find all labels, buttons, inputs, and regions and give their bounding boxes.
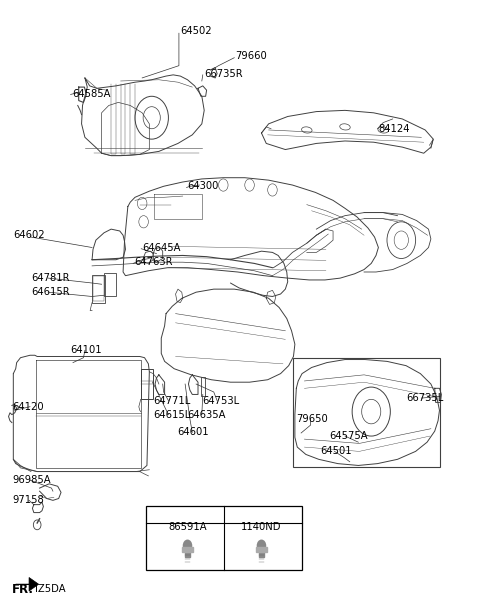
Text: 64585A: 64585A [72, 89, 110, 100]
Text: 64635A: 64635A [188, 410, 226, 419]
Text: 96985A: 96985A [12, 475, 50, 485]
Bar [293, 358, 441, 467]
Bar [145, 507, 302, 569]
Text: 64615L: 64615L [153, 410, 191, 419]
Bar [141, 369, 153, 399]
Text: 64101: 64101 [71, 346, 102, 355]
Text: 66735R: 66735R [204, 69, 243, 79]
Bar [185, 543, 190, 557]
Bar [259, 543, 264, 557]
Text: 64645A: 64645A [142, 242, 180, 253]
Text: 64501: 64501 [320, 446, 352, 456]
Circle shape [257, 539, 266, 552]
Bar [256, 547, 267, 552]
Text: 64781R: 64781R [31, 273, 70, 283]
Text: 64502: 64502 [180, 26, 212, 36]
Text: 64753L: 64753L [202, 395, 239, 405]
Text: 64602: 64602 [13, 230, 45, 240]
Text: 64120: 64120 [12, 402, 44, 411]
Text: 79650: 79650 [296, 414, 328, 424]
Bar [201, 376, 204, 396]
Bar [182, 547, 193, 552]
Text: 86591A: 86591A [168, 522, 207, 532]
FancyArrow shape [16, 577, 38, 591]
Text: 64615R: 64615R [31, 287, 70, 297]
Text: 64771L: 64771L [153, 395, 191, 405]
Text: IZ5DA: IZ5DA [35, 584, 65, 594]
Circle shape [183, 539, 192, 552]
Bar [93, 276, 105, 301]
Bar [104, 273, 116, 296]
Text: 66735L: 66735L [406, 393, 444, 403]
Text: 64763R: 64763R [134, 257, 172, 267]
Bar [92, 275, 106, 303]
Text: FR.: FR. [12, 582, 34, 595]
Text: 64575A: 64575A [330, 431, 368, 441]
Text: 1140ND: 1140ND [241, 522, 282, 532]
Text: 64300: 64300 [188, 181, 219, 191]
Text: 97158: 97158 [12, 495, 44, 506]
Text: 84124: 84124 [378, 124, 410, 133]
Text: 64601: 64601 [177, 427, 209, 437]
Text: 79660: 79660 [235, 52, 267, 62]
